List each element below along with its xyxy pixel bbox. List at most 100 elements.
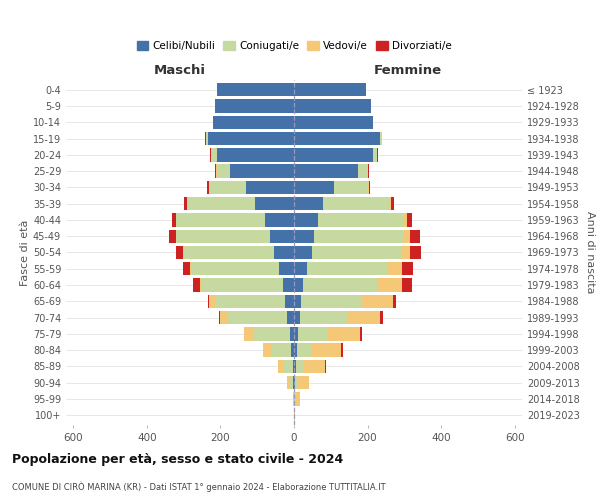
Bar: [217, 83, 294, 96]
Bar: [209, 294, 294, 308]
Bar: [290, 376, 294, 390]
Bar: [294, 132, 382, 145]
Bar: [294, 83, 366, 96]
Bar: [294, 246, 421, 259]
Bar: [293, 392, 294, 406]
Bar: [207, 180, 294, 194]
Bar: [263, 344, 294, 357]
Bar: [270, 230, 294, 243]
Bar: [283, 278, 294, 291]
Bar: [213, 116, 294, 129]
Bar: [294, 100, 371, 112]
Bar: [200, 278, 294, 291]
Bar: [294, 311, 383, 324]
Bar: [220, 311, 294, 324]
Bar: [294, 180, 368, 194]
Bar: [294, 83, 366, 96]
Bar: [294, 294, 362, 308]
Bar: [294, 311, 347, 324]
Bar: [293, 376, 294, 390]
Bar: [183, 246, 294, 259]
Bar: [294, 360, 296, 373]
Bar: [294, 214, 412, 226]
Bar: [294, 164, 368, 178]
Bar: [294, 116, 373, 129]
Bar: [283, 360, 294, 373]
Bar: [208, 294, 294, 308]
Bar: [184, 246, 294, 259]
Bar: [294, 278, 403, 291]
Bar: [278, 360, 294, 373]
Bar: [213, 116, 294, 129]
Bar: [217, 83, 294, 96]
Bar: [293, 392, 294, 406]
Bar: [294, 214, 407, 226]
Bar: [213, 116, 294, 129]
Bar: [294, 278, 412, 291]
Bar: [206, 132, 294, 145]
Bar: [294, 197, 391, 210]
Bar: [294, 311, 380, 324]
Bar: [294, 214, 404, 226]
Bar: [294, 344, 297, 357]
Bar: [176, 230, 294, 243]
Bar: [274, 246, 294, 259]
Bar: [218, 311, 294, 324]
Bar: [294, 294, 393, 308]
Bar: [294, 164, 370, 178]
Bar: [215, 294, 294, 308]
Y-axis label: Anni di nascita: Anni di nascita: [585, 211, 595, 294]
Bar: [294, 148, 377, 162]
Bar: [217, 83, 294, 96]
Bar: [246, 180, 294, 194]
Bar: [215, 100, 294, 112]
Bar: [294, 197, 394, 210]
Bar: [294, 360, 325, 373]
Bar: [294, 83, 366, 96]
Bar: [211, 148, 294, 162]
Bar: [294, 392, 295, 406]
Bar: [193, 278, 294, 291]
Bar: [294, 376, 295, 390]
Bar: [279, 262, 294, 276]
Bar: [271, 344, 294, 357]
Bar: [294, 294, 301, 308]
Bar: [211, 148, 294, 162]
Bar: [294, 278, 377, 291]
Bar: [294, 132, 380, 145]
Bar: [215, 100, 294, 112]
Bar: [294, 83, 366, 96]
Bar: [294, 164, 368, 178]
Bar: [209, 180, 294, 194]
Bar: [294, 262, 413, 276]
Bar: [202, 278, 294, 291]
Bar: [294, 197, 389, 210]
Bar: [265, 214, 294, 226]
Bar: [293, 392, 294, 406]
Bar: [209, 180, 294, 194]
Bar: [294, 132, 382, 145]
Bar: [294, 344, 341, 357]
Bar: [294, 392, 299, 406]
Bar: [215, 100, 294, 112]
Bar: [294, 148, 378, 162]
Bar: [294, 311, 299, 324]
Bar: [294, 376, 310, 390]
Bar: [287, 376, 294, 390]
Bar: [294, 230, 404, 243]
Bar: [294, 262, 388, 276]
Bar: [184, 262, 294, 276]
Legend: Celibi/Nubili, Coniugati/e, Vedovi/e, Divorziati/e: Celibi/Nubili, Coniugati/e, Vedovi/e, Di…: [133, 37, 455, 55]
Bar: [244, 327, 294, 340]
Bar: [217, 83, 294, 96]
Bar: [294, 392, 299, 406]
Bar: [228, 311, 294, 324]
Y-axis label: Fasce di età: Fasce di età: [20, 220, 30, 286]
Bar: [191, 262, 294, 276]
Bar: [217, 164, 294, 178]
Bar: [294, 230, 314, 243]
Bar: [294, 197, 323, 210]
Bar: [206, 132, 294, 145]
Bar: [294, 344, 343, 357]
Bar: [294, 100, 371, 112]
